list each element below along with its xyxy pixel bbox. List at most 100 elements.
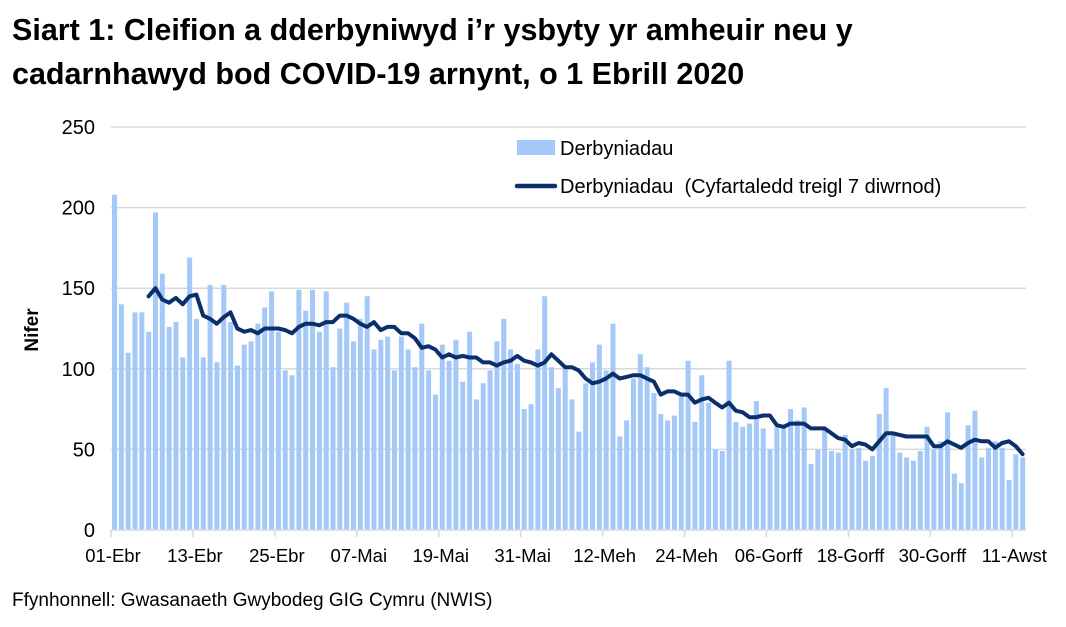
bar bbox=[740, 426, 746, 530]
bar bbox=[432, 394, 438, 530]
y-tick-label: 250 bbox=[62, 117, 95, 139]
bar bbox=[972, 410, 978, 530]
bar bbox=[753, 401, 759, 530]
bar bbox=[200, 357, 206, 530]
bar bbox=[562, 367, 568, 530]
bar bbox=[883, 388, 889, 530]
bar bbox=[241, 344, 247, 530]
bar bbox=[945, 412, 951, 530]
bar bbox=[398, 336, 404, 530]
bar bbox=[412, 367, 418, 530]
y-tick-label: 100 bbox=[62, 359, 95, 381]
x-tick-label: 11-Awst bbox=[982, 545, 1047, 566]
bar bbox=[637, 354, 643, 530]
bar bbox=[767, 449, 773, 530]
bar bbox=[658, 413, 664, 530]
x-tick-label: 07-Mai bbox=[331, 545, 388, 566]
x-tick-label: 19-Mai bbox=[412, 545, 469, 566]
bar bbox=[979, 457, 985, 530]
bar bbox=[555, 388, 561, 530]
bar bbox=[856, 447, 862, 530]
bar bbox=[699, 375, 705, 530]
bar bbox=[228, 322, 234, 530]
bar bbox=[508, 349, 514, 530]
bar bbox=[958, 483, 964, 530]
bar bbox=[467, 331, 473, 530]
bar bbox=[385, 336, 391, 530]
bar bbox=[419, 323, 425, 530]
legend: Derbyniadau Derbyniadau (Cyfartaledd tre… bbox=[514, 138, 941, 198]
bar bbox=[371, 349, 377, 530]
bar bbox=[221, 284, 227, 530]
bar bbox=[391, 370, 397, 530]
bar bbox=[173, 322, 179, 530]
x-tick-label: 24-Meh bbox=[655, 545, 718, 566]
bar bbox=[296, 289, 302, 530]
bar bbox=[583, 383, 589, 530]
bar bbox=[904, 457, 910, 530]
bar bbox=[1020, 457, 1026, 530]
bar bbox=[617, 436, 623, 530]
bar bbox=[951, 473, 957, 530]
bar bbox=[323, 291, 329, 530]
bar bbox=[910, 460, 916, 530]
bar bbox=[549, 367, 555, 530]
bar bbox=[869, 455, 875, 530]
bar bbox=[439, 344, 445, 530]
bar bbox=[924, 426, 930, 530]
bar bbox=[822, 430, 828, 530]
legend-bar-label: Derbyniadau bbox=[560, 138, 673, 160]
bar bbox=[152, 212, 158, 530]
bar bbox=[706, 402, 712, 530]
bar bbox=[630, 378, 636, 530]
y-tick-label: 150 bbox=[62, 278, 95, 300]
bar bbox=[234, 365, 240, 530]
bar bbox=[166, 326, 172, 530]
bar bbox=[316, 331, 322, 530]
bar bbox=[794, 420, 800, 530]
source-note: Ffynhonnell: Gwasanaeth Gwybodeg GIG Cym… bbox=[12, 590, 493, 611]
bar bbox=[180, 357, 186, 530]
bar bbox=[801, 407, 807, 530]
bar bbox=[849, 449, 855, 530]
y-axis-tick-labels: 0 50 100 150 200 250 bbox=[62, 117, 95, 542]
bar bbox=[999, 447, 1005, 530]
bar bbox=[938, 441, 944, 530]
bar bbox=[112, 194, 118, 531]
bar bbox=[453, 339, 459, 530]
bar bbox=[364, 296, 370, 530]
bar bbox=[678, 396, 684, 530]
bar bbox=[808, 463, 814, 530]
bar bbox=[719, 451, 725, 530]
legend-bar-swatch bbox=[517, 140, 555, 155]
bar bbox=[842, 434, 848, 530]
bar bbox=[446, 360, 452, 530]
bar bbox=[255, 323, 261, 530]
bar bbox=[610, 323, 616, 530]
bar bbox=[487, 370, 493, 530]
bar bbox=[890, 431, 896, 530]
bar bbox=[897, 452, 903, 530]
bar bbox=[337, 328, 343, 530]
bar bbox=[269, 291, 275, 530]
bar bbox=[596, 344, 602, 530]
x-tick-label: 25-Ebr bbox=[249, 545, 305, 566]
line-series bbox=[146, 286, 1025, 457]
bar bbox=[193, 318, 199, 530]
bar bbox=[214, 362, 220, 530]
y-axis-label: Nifer bbox=[22, 308, 43, 352]
bar bbox=[426, 370, 432, 530]
x-tick-label: 13-Ebr bbox=[167, 545, 223, 566]
bar bbox=[282, 370, 288, 530]
bar bbox=[992, 441, 998, 530]
bar bbox=[357, 318, 363, 530]
bar bbox=[473, 399, 479, 530]
bar bbox=[815, 449, 821, 530]
chart-title: Siart 1: Cleifion a dderbyniwyd i’r ysby… bbox=[12, 13, 853, 91]
bar bbox=[685, 360, 691, 530]
bar bbox=[876, 413, 882, 530]
bar bbox=[589, 362, 596, 530]
bar bbox=[781, 426, 787, 530]
moving-average-line bbox=[146, 286, 1025, 457]
